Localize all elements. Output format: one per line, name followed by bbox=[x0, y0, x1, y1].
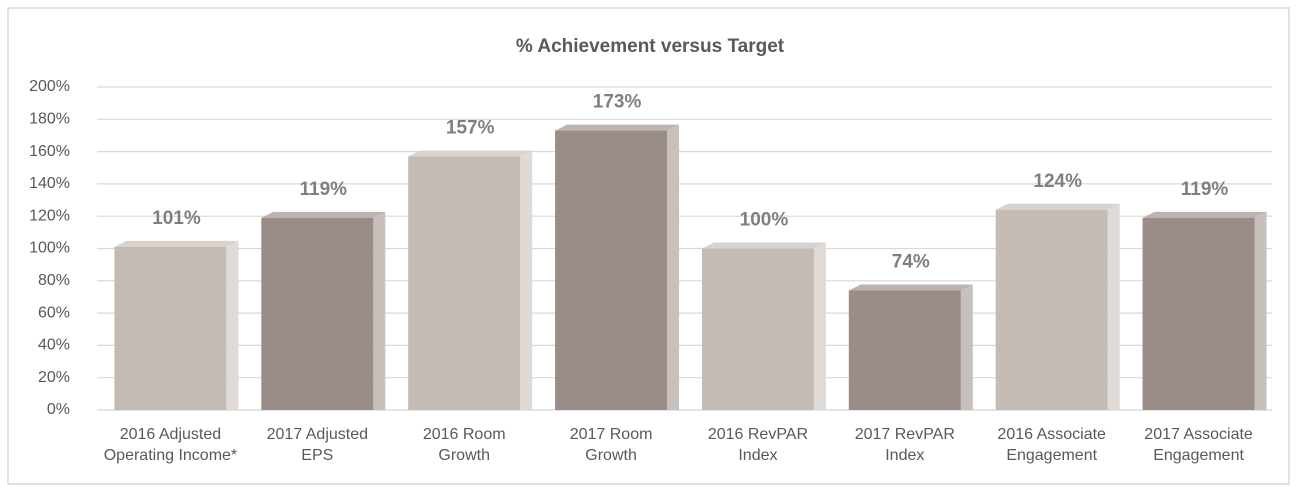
bar bbox=[408, 156, 521, 410]
x-tick-label: Engagement bbox=[1153, 447, 1244, 464]
x-tick-label: Index bbox=[885, 447, 924, 464]
bar bbox=[848, 290, 961, 410]
data-label: 119% bbox=[300, 179, 348, 200]
y-tick-label: 80% bbox=[38, 272, 70, 289]
y-tick-label: 160% bbox=[29, 143, 70, 160]
x-tick-label: 2017 Adjusted bbox=[267, 426, 368, 443]
data-label: 119% bbox=[1181, 179, 1229, 200]
chart-title: % Achievement versus Target bbox=[516, 36, 785, 57]
x-tick-label: 2016 Associate bbox=[997, 426, 1106, 443]
y-tick-label: 200% bbox=[29, 78, 70, 95]
data-label: 74% bbox=[892, 252, 930, 273]
bar-side bbox=[813, 242, 826, 410]
data-label: 100% bbox=[740, 210, 789, 231]
bar bbox=[1142, 217, 1255, 410]
bar-top bbox=[995, 203, 1120, 210]
x-tick-label: 2016 RevPAR bbox=[708, 426, 808, 443]
data-label: 124% bbox=[1033, 171, 1082, 192]
bar-side bbox=[1107, 203, 1120, 410]
bar-side bbox=[960, 284, 973, 410]
data-label: 101% bbox=[152, 208, 201, 229]
bar-side bbox=[667, 124, 680, 410]
data-label: 157% bbox=[446, 117, 495, 138]
bar-side bbox=[226, 240, 239, 410]
x-tick-label: 2017 Room bbox=[570, 426, 653, 443]
x-tick-label: 2017 RevPAR bbox=[855, 426, 955, 443]
x-tick-label: Engagement bbox=[1006, 447, 1097, 464]
y-tick-label: 20% bbox=[38, 369, 70, 386]
x-tick-label: Operating Income* bbox=[104, 447, 237, 464]
bar bbox=[995, 209, 1108, 410]
bar bbox=[701, 248, 814, 410]
y-tick-label: 140% bbox=[29, 175, 70, 192]
x-tick-label: Growth bbox=[585, 447, 637, 464]
y-tick-label: 100% bbox=[29, 240, 70, 257]
y-tick-label: 120% bbox=[29, 207, 70, 224]
data-label: 173% bbox=[593, 92, 642, 113]
bar bbox=[261, 217, 374, 410]
bar-top bbox=[261, 211, 386, 218]
bar bbox=[555, 130, 668, 411]
bar-top bbox=[555, 124, 680, 131]
bar-side bbox=[373, 211, 386, 410]
bar bbox=[114, 246, 227, 410]
bar-top bbox=[848, 284, 973, 291]
x-tick-label: EPS bbox=[301, 447, 333, 464]
bar-top bbox=[701, 242, 826, 249]
bar-top bbox=[408, 150, 533, 157]
bar-side bbox=[1254, 211, 1267, 410]
bar-side bbox=[520, 150, 533, 410]
x-tick-label: Growth bbox=[438, 447, 490, 464]
x-tick-label: 2017 Associate bbox=[1144, 426, 1253, 443]
x-tick-label: Index bbox=[738, 447, 777, 464]
bar-top bbox=[114, 240, 239, 247]
y-tick-label: 60% bbox=[38, 304, 70, 321]
x-tick-label: 2016 Adjusted bbox=[120, 426, 221, 443]
y-tick-label: 180% bbox=[29, 111, 70, 128]
y-tick-label: 0% bbox=[47, 401, 70, 418]
bar-top bbox=[1142, 211, 1267, 218]
x-tick-label: 2016 Room bbox=[423, 426, 506, 443]
y-tick-label: 40% bbox=[38, 337, 70, 354]
